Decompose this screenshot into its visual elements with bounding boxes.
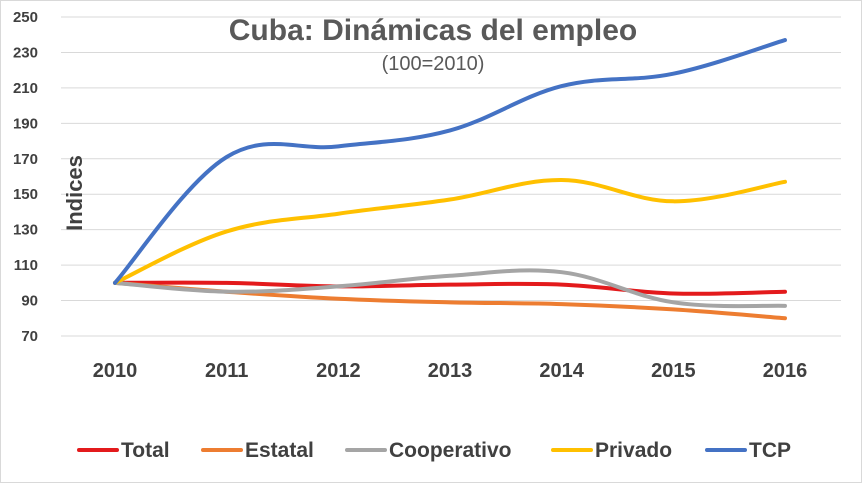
y-tick-label: 70: [21, 328, 38, 345]
x-tick-label: 2013: [428, 360, 473, 382]
y-tick-label: 110: [14, 257, 38, 274]
y-tick-label: 190: [13, 115, 38, 132]
legend-label-cooperativo: Cooperativo: [389, 439, 512, 462]
chart-subtitle: (100=2010): [382, 53, 485, 75]
y-tick-label: 250: [13, 9, 38, 26]
y-axis-ticks: 70 90 110 130 150 170 190 210 230 250: [13, 9, 38, 345]
x-tick-label: 2014: [539, 360, 584, 382]
x-axis-ticks: 2010 2011 2012 2013 2014 2015 2016: [93, 360, 808, 382]
y-tick-label: 150: [13, 186, 38, 203]
y-tick-label: 130: [13, 222, 38, 239]
y-tick-label: 90: [21, 293, 38, 310]
legend-label-total: Total: [121, 439, 170, 462]
x-tick-label: 2011: [205, 360, 248, 382]
series-line-cooperativo: [113, 268, 787, 309]
y-axis-title: Indices: [62, 155, 87, 231]
legend: Total Estatal Cooperativo Privado TCP: [77, 439, 791, 462]
chart-title: Cuba: Dinámicas del empleo: [229, 14, 637, 47]
legend-label-tcp: TCP: [749, 439, 791, 462]
x-tick-label: 2015: [651, 360, 696, 382]
series-line-privado: [113, 178, 787, 285]
series-lines: [113, 38, 787, 321]
x-tick-label: 2016: [763, 360, 808, 382]
y-tick-label: 230: [13, 44, 38, 61]
series-line-total: [113, 280, 787, 296]
series-line-tcp: [113, 38, 787, 285]
x-tick-label: 2012: [316, 360, 361, 382]
y-tick-label: 170: [13, 151, 38, 168]
legend-label-privado: Privado: [595, 439, 672, 462]
y-tick-label: 210: [13, 80, 38, 97]
x-tick-label: 2010: [93, 360, 138, 382]
gridlines: [61, 16, 841, 337]
legend-label-estatal: Estatal: [245, 439, 314, 462]
